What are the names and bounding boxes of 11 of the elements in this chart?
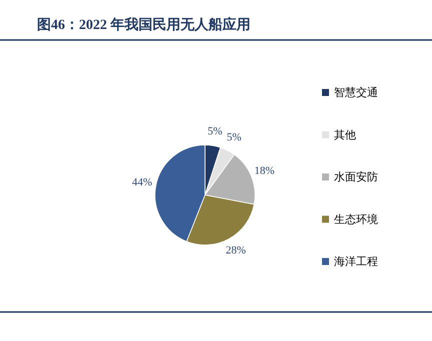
- legend-label: 海洋工程: [334, 255, 378, 268]
- legend-label: 水面安防: [334, 170, 378, 184]
- legend-label: 生态环境: [334, 212, 378, 226]
- data-label: 5%: [208, 125, 222, 138]
- legend-label: 其他: [334, 128, 356, 142]
- data-label: 18%: [254, 164, 275, 177]
- data-label: 28%: [226, 244, 246, 257]
- chart-title: 图46：2022 年我国民用无人船应用: [37, 16, 250, 33]
- legend-label: 智慧交通: [334, 86, 378, 100]
- data-label: 5%: [226, 132, 242, 144]
- data-label: 44%: [132, 176, 152, 189]
